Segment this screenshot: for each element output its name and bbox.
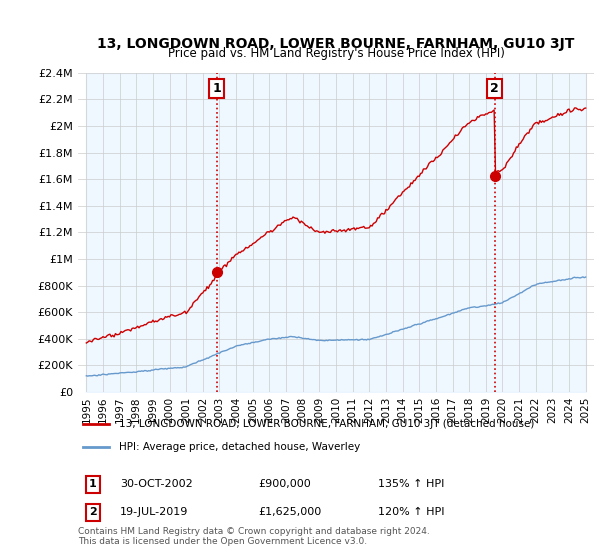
Text: Contains HM Land Registry data © Crown copyright and database right 2024.
This d: Contains HM Land Registry data © Crown c… [78, 526, 430, 546]
Text: 19-JUL-2019: 19-JUL-2019 [120, 507, 188, 517]
Text: 120% ↑ HPI: 120% ↑ HPI [378, 507, 445, 517]
Text: 2: 2 [89, 507, 97, 517]
Text: 1: 1 [89, 479, 97, 489]
Text: 1: 1 [212, 82, 221, 95]
Text: £1,625,000: £1,625,000 [258, 507, 321, 517]
Text: Price paid vs. HM Land Registry's House Price Index (HPI): Price paid vs. HM Land Registry's House … [167, 47, 505, 60]
Text: 2: 2 [490, 82, 499, 95]
Text: 135% ↑ HPI: 135% ↑ HPI [378, 479, 445, 489]
Text: 13, LONGDOWN ROAD, LOWER BOURNE, FARNHAM, GU10 3JT (detached house): 13, LONGDOWN ROAD, LOWER BOURNE, FARNHAM… [119, 419, 535, 429]
Text: 30-OCT-2002: 30-OCT-2002 [120, 479, 193, 489]
Text: HPI: Average price, detached house, Waverley: HPI: Average price, detached house, Wave… [119, 442, 361, 452]
Title: 13, LONGDOWN ROAD, LOWER BOURNE, FARNHAM, GU10 3JT: 13, LONGDOWN ROAD, LOWER BOURNE, FARNHAM… [97, 37, 575, 51]
Text: £900,000: £900,000 [258, 479, 311, 489]
